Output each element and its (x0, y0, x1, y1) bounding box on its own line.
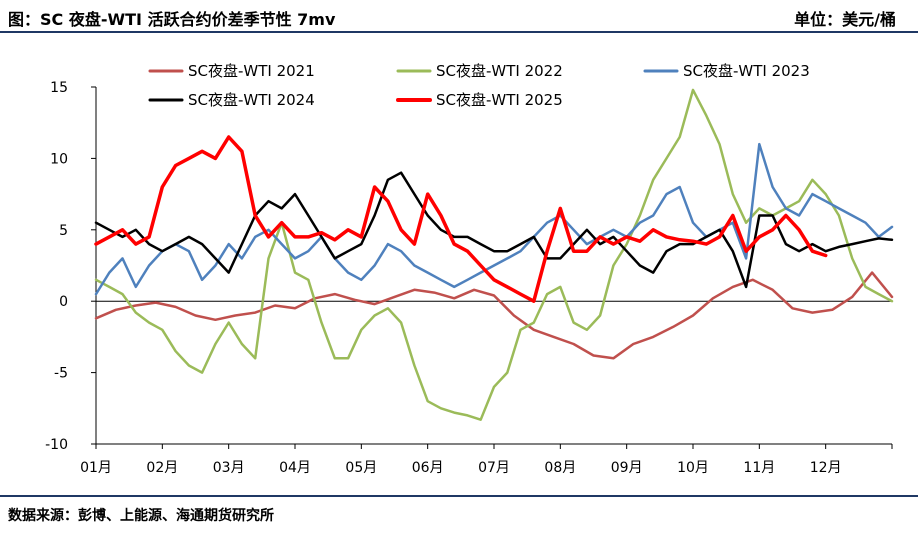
x-tick-label: 06月 (412, 460, 444, 476)
series-line-0 (94, 271, 894, 360)
legend-label: SC夜盘-WTI 2025 (436, 91, 563, 109)
y-tick-label: 0 (59, 294, 68, 310)
top-divider (0, 31, 918, 33)
series-line-1 (94, 88, 894, 421)
series-line-3 (94, 171, 894, 289)
series-line-4 (94, 135, 828, 303)
y-tick-label: -10 (45, 437, 68, 453)
x-tick-label: 12月 (810, 460, 842, 476)
y-tick-label: 15 (50, 80, 68, 96)
legend-label: SC夜盘-WTI 2021 (188, 62, 315, 80)
data-source: 数据来源：彭博、上能源、海通期货研究所 (8, 508, 274, 524)
x-tick-label: 05月 (345, 460, 377, 476)
series-line-2 (94, 142, 894, 296)
x-tick-label: 08月 (544, 460, 576, 476)
x-tick-label: 09月 (611, 460, 643, 476)
x-tick-label: 02月 (146, 460, 178, 476)
x-tick-label: 11月 (743, 460, 775, 476)
x-tick-label: 01月 (80, 460, 112, 476)
x-tick-label: 04月 (279, 460, 311, 476)
seasonal-spread-chart: -10 -5 0 5 10 15 01月 02月 03月 04月 05月 06月 07月 08月 09月 10… (45, 62, 894, 476)
unit-label: 单位：美元/桶 (794, 10, 896, 29)
y-tick-label: -5 (54, 366, 68, 382)
y-tick-label: 5 (59, 223, 68, 239)
legend-label: SC夜盘-WTI 2023 (683, 62, 810, 80)
bottom-divider (0, 495, 918, 497)
chart-title: 图：SC 夜盘-WTI 活跃合约价差季节性 7mv (8, 10, 336, 29)
legend-label: SC夜盘-WTI 2022 (436, 62, 563, 80)
x-tick-label: 10月 (677, 460, 709, 476)
legend-label: SC夜盘-WTI 2024 (188, 91, 315, 109)
y-tick-label: 10 (50, 151, 68, 167)
x-tick-label: 07月 (478, 460, 510, 476)
x-tick-label: 03月 (213, 460, 245, 476)
title-bar: 图：SC 夜盘-WTI 活跃合约价差季节性 7mv 单位：美元/桶 (0, 0, 918, 32)
